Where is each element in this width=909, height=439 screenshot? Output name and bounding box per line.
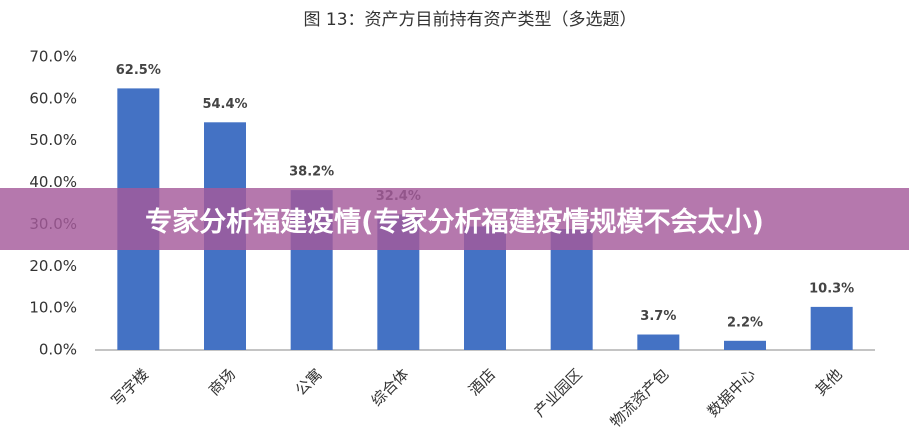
chart-title: 图 13：资产方目前持有资产类型（多选题） <box>303 10 636 30</box>
x-tick-label: 综合体 <box>368 365 413 410</box>
y-tick-label: 0.0% <box>39 341 77 359</box>
x-tick-label: 公寓 <box>292 365 326 399</box>
data-label: 3.7% <box>640 309 676 324</box>
data-label: 54.4% <box>202 97 247 112</box>
y-tick-label: 70.0% <box>29 48 77 66</box>
y-tick-label: 60.0% <box>29 89 77 107</box>
bar <box>724 340 766 350</box>
x-tick-label: 商场 <box>205 365 239 399</box>
data-label: 62.5% <box>116 63 161 78</box>
y-tick-label: 10.0% <box>29 299 77 317</box>
data-label: 10.3% <box>809 281 854 296</box>
x-tick-label: 数据中心 <box>704 365 759 420</box>
y-tick-label: 20.0% <box>29 257 77 275</box>
data-label: 38.2% <box>289 165 334 180</box>
y-tick-label: 40.0% <box>29 173 77 191</box>
x-tick-label: 写字楼 <box>108 365 153 410</box>
x-tick-label: 酒店 <box>465 365 499 399</box>
data-label: 2.2% <box>727 315 763 330</box>
y-tick-label: 50.0% <box>29 131 77 149</box>
x-tick-label: 其他 <box>812 365 846 399</box>
x-tick-label: 产业园区 <box>531 365 586 420</box>
overlay-banner: 专家分析福建疫情(专家分析福建疫情规模不会太小) <box>0 188 909 250</box>
x-tick-label: 物流资产包 <box>607 365 673 431</box>
bar <box>637 334 680 350</box>
bar <box>810 306 853 350</box>
